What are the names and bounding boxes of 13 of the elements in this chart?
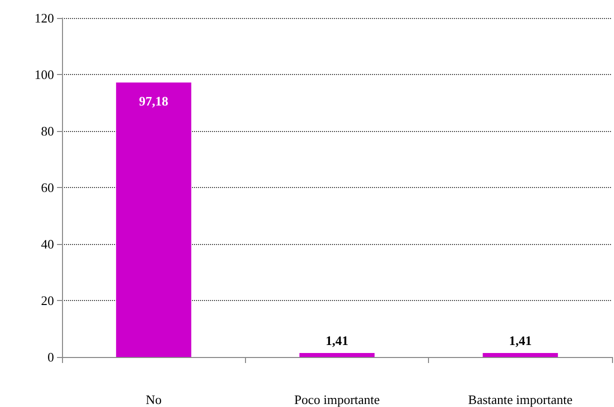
- y-tick-label: 100: [34, 67, 54, 82]
- data-label: 1,41: [508, 333, 532, 348]
- y-tick-label: 40: [41, 236, 54, 252]
- x-tick-label: Bastante importante: [468, 392, 573, 407]
- x-tick-label: Poco importante: [294, 392, 380, 407]
- data-label: 1,41: [326, 333, 348, 348]
- y-tick-label: 120: [34, 10, 54, 26]
- y-tick-label: 0: [48, 350, 54, 364]
- y-tick-label: 60: [41, 180, 54, 195]
- y-tick-label: 80: [41, 124, 54, 138]
- y-tick-label: 20: [41, 293, 54, 308]
- data-label: 97,18: [139, 93, 169, 108]
- x-tick-label: No: [146, 392, 162, 407]
